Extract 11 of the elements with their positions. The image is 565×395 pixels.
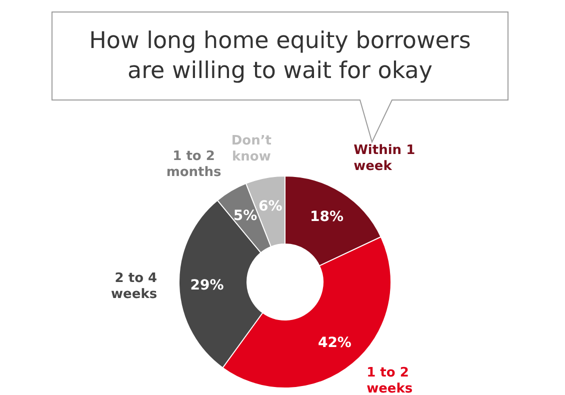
data-label: 5% — [233, 208, 258, 224]
data-label: 42% — [318, 335, 352, 351]
slice-label: 1 to 2 months — [166, 148, 222, 180]
slice-label: Don’t know — [231, 133, 272, 164]
chart-title: How long home equity borrowers are willing to wait for okay — [89, 28, 471, 84]
data-label: 18% — [310, 209, 344, 226]
slice-label: 2 to 4 weeks — [111, 271, 158, 302]
slice-label: 1 to 2 weeks — [366, 366, 413, 395]
slice-label: Within 1 week — [354, 142, 416, 174]
data-label: 6% — [258, 198, 282, 214]
data-label: 29% — [190, 277, 224, 294]
